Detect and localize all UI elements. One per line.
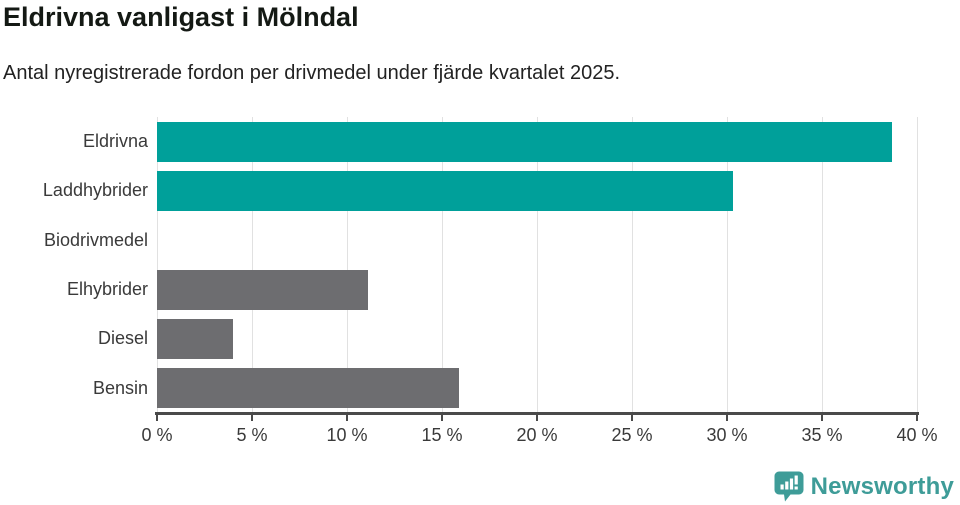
gridline: [821, 117, 823, 413]
x-axis-tick-label: 35 %: [801, 425, 843, 445]
x-axis-tick: [726, 415, 728, 421]
x-axis-tick: [916, 415, 918, 421]
category-label: Laddhybrider: [42, 180, 148, 201]
gridline: [536, 117, 538, 413]
chart-subtitle: Antal nyregistrerade fordon per drivmede…: [3, 62, 621, 84]
x-axis-tick-label: 25 %: [611, 425, 653, 445]
x-axis-tick: [156, 415, 158, 421]
bar-diesel: [157, 319, 233, 359]
x-axis-tick-label: 30 %: [706, 425, 748, 445]
newsworthy-logo-text: Newsworthy: [810, 472, 954, 500]
chart-title: Eldrivna vanligast i Mölndal: [3, 2, 359, 32]
gridline: [156, 117, 158, 413]
category-label: Elhybrider: [66, 279, 148, 299]
x-axis-tick-label: 5 %: [236, 425, 268, 445]
x-axis-tick: [441, 415, 443, 421]
x-axis-tick-label: 20 %: [516, 425, 558, 445]
newsworthy-logo: Newsworthy: [774, 471, 954, 502]
category-label: Diesel: [97, 328, 148, 349]
bar-laddhybrider: [157, 171, 733, 211]
gridline: [631, 117, 633, 413]
gridline: [916, 117, 918, 413]
newsworthy-chart-bubble-icon: [774, 471, 804, 502]
gridline: [726, 117, 728, 413]
x-axis-tick: [346, 415, 348, 421]
bar-elhybrider: [157, 269, 368, 310]
bar-bensin: [157, 368, 460, 409]
gridline: [251, 117, 253, 413]
x-axis-line: [155, 412, 919, 415]
x-axis-tick: [821, 415, 823, 421]
x-axis-tick: [251, 415, 253, 421]
x-axis-tick-label: 15 %: [421, 425, 463, 445]
bar-eldrivna: [157, 121, 893, 162]
category-label: Bensin: [92, 377, 148, 398]
x-axis-tick: [631, 415, 633, 421]
gridline: [346, 117, 348, 413]
x-axis-tick-label: 10 %: [326, 425, 368, 445]
x-axis-tick-label: 0 %: [141, 425, 173, 445]
category-label: Biodrivmedel: [43, 229, 148, 250]
gridline: [441, 117, 443, 413]
x-axis-tick: [536, 415, 538, 421]
x-axis-tick-label: 40 %: [896, 425, 938, 445]
category-label: Eldrivna: [82, 131, 148, 151]
